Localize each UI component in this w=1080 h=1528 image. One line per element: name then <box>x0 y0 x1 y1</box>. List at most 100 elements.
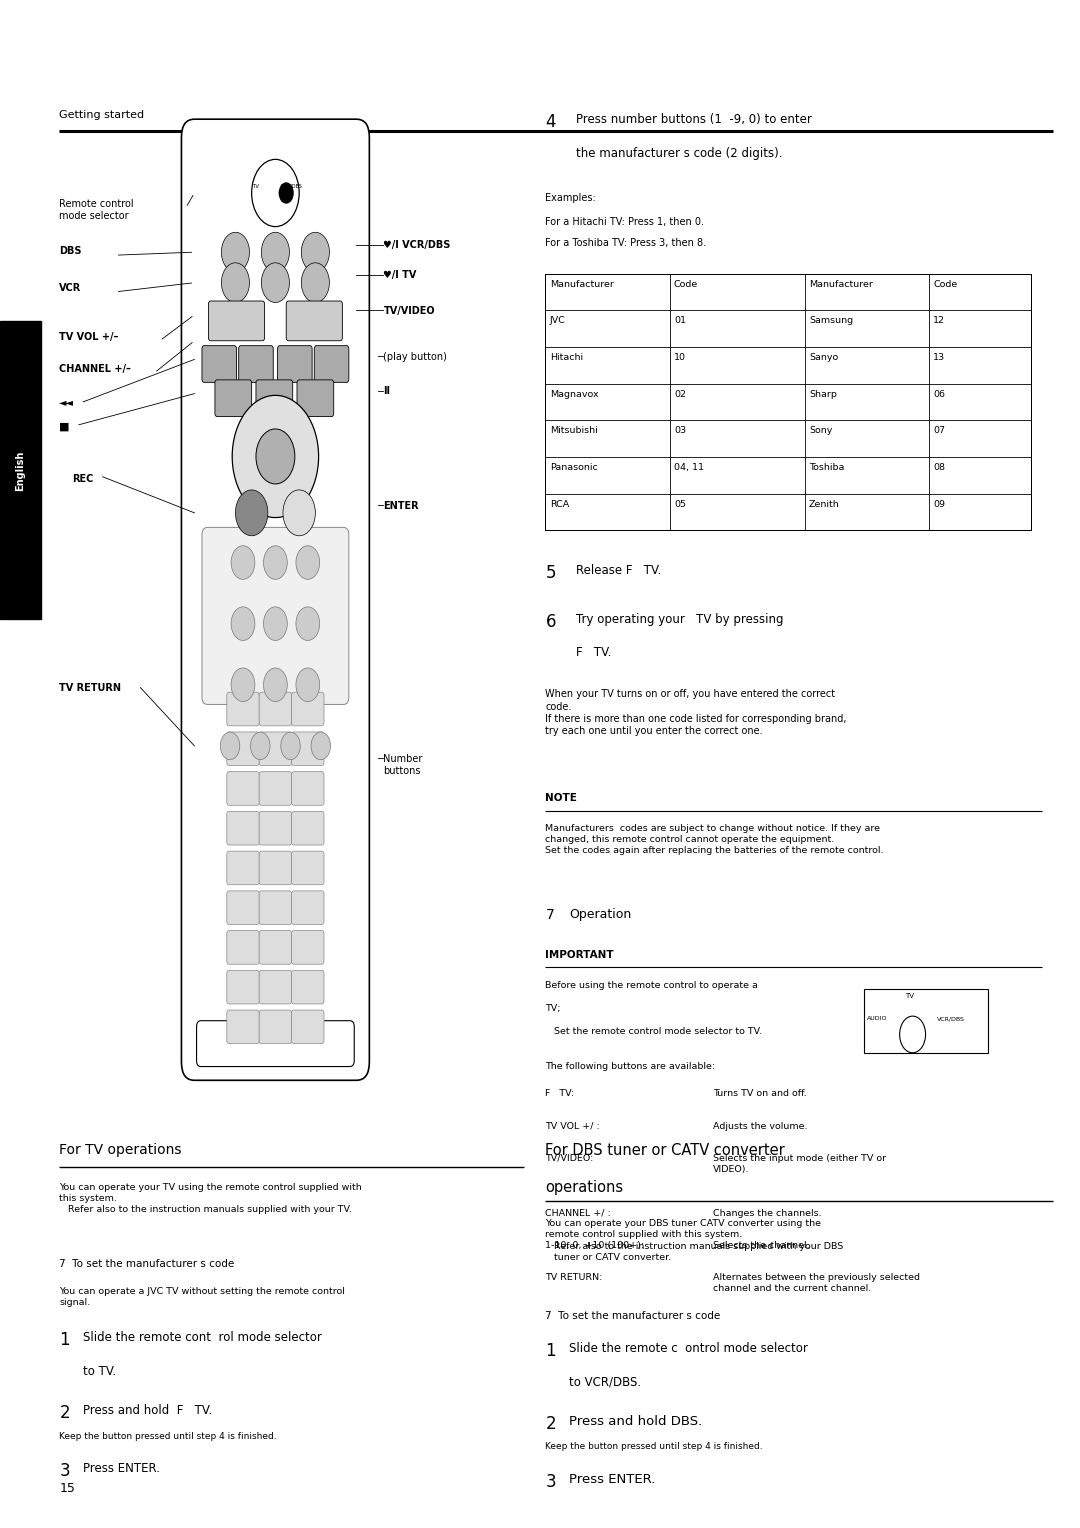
FancyBboxPatch shape <box>259 1010 292 1044</box>
Text: NOTE: NOTE <box>545 793 578 804</box>
Circle shape <box>261 263 289 303</box>
FancyBboxPatch shape <box>292 891 324 924</box>
Text: Manufacturers  codes are subject to change without notice. If they are
changed, : Manufacturers codes are subject to chang… <box>545 824 883 854</box>
Text: F   TV:: F TV: <box>545 1089 575 1099</box>
Text: Getting started: Getting started <box>59 110 145 121</box>
Circle shape <box>232 396 319 518</box>
Text: Press and hold  F   TV.: Press and hold F TV. <box>83 1404 213 1418</box>
Text: RCA: RCA <box>550 500 569 509</box>
Text: 04, 11: 04, 11 <box>674 463 704 472</box>
Text: Adjusts the volume.: Adjusts the volume. <box>713 1122 808 1131</box>
Text: 13: 13 <box>933 353 945 362</box>
Text: You can operate a JVC TV without setting the remote control
signal.: You can operate a JVC TV without setting… <box>59 1287 346 1306</box>
Text: TV VOL +/ :: TV VOL +/ : <box>545 1122 600 1131</box>
Text: Try operating your   TV by pressing: Try operating your TV by pressing <box>576 613 783 626</box>
Text: 7  To set the manufacturer s code: 7 To set the manufacturer s code <box>545 1311 720 1322</box>
Text: Keep the button pressed until step 4 is finished.: Keep the button pressed until step 4 is … <box>545 1442 764 1452</box>
Text: Press ENTER.: Press ENTER. <box>569 1473 656 1487</box>
Text: operations: operations <box>545 1180 623 1195</box>
Text: 1: 1 <box>545 1342 556 1360</box>
FancyBboxPatch shape <box>292 732 324 766</box>
FancyBboxPatch shape <box>181 119 369 1080</box>
FancyBboxPatch shape <box>256 380 293 417</box>
FancyBboxPatch shape <box>292 772 324 805</box>
Circle shape <box>220 732 240 759</box>
Text: TV/VIDEO: TV/VIDEO <box>383 306 435 316</box>
Text: (play button): (play button) <box>383 351 447 362</box>
Circle shape <box>235 490 268 536</box>
Text: Sharp: Sharp <box>809 390 837 399</box>
FancyBboxPatch shape <box>259 931 292 964</box>
FancyBboxPatch shape <box>208 301 265 341</box>
Text: TV/VIDEO:: TV/VIDEO: <box>545 1154 594 1163</box>
FancyBboxPatch shape <box>259 891 292 924</box>
Text: 1-10, 0, +10 (100+):: 1-10, 0, +10 (100+): <box>545 1241 645 1250</box>
Text: ENTER: ENTER <box>383 501 419 510</box>
Text: Set the remote control mode selector to TV.: Set the remote control mode selector to … <box>545 1027 762 1036</box>
Circle shape <box>311 732 330 759</box>
FancyBboxPatch shape <box>259 811 292 845</box>
Text: CHANNEL +/–: CHANNEL +/– <box>59 364 132 374</box>
FancyBboxPatch shape <box>215 380 252 417</box>
Text: Manufacturer: Manufacturer <box>809 280 873 289</box>
FancyBboxPatch shape <box>202 345 237 382</box>
FancyBboxPatch shape <box>227 692 259 726</box>
Bar <box>864 989 988 1053</box>
FancyBboxPatch shape <box>227 772 259 805</box>
Circle shape <box>264 607 287 640</box>
Text: Selects the channel.: Selects the channel. <box>713 1241 809 1250</box>
FancyBboxPatch shape <box>292 851 324 885</box>
Text: 10: 10 <box>674 353 686 362</box>
Text: ■: ■ <box>59 422 70 432</box>
Text: CHANNEL +/ :: CHANNEL +/ : <box>545 1209 611 1218</box>
Text: When your TV turns on or off, you have entered the correct
code.
If there is mor: When your TV turns on or off, you have e… <box>545 689 847 736</box>
FancyBboxPatch shape <box>292 931 324 964</box>
Circle shape <box>256 429 295 484</box>
Text: You can operate your TV using the remote control supplied with
this system.
   R: You can operate your TV using the remote… <box>59 1183 362 1213</box>
Text: to VCR/DBS.: to VCR/DBS. <box>569 1375 642 1389</box>
Text: 4: 4 <box>545 113 556 131</box>
Circle shape <box>231 545 255 579</box>
Circle shape <box>281 732 300 759</box>
Circle shape <box>264 668 287 701</box>
Circle shape <box>231 668 255 701</box>
Circle shape <box>301 232 329 272</box>
Text: Code: Code <box>674 280 698 289</box>
Text: Toshiba: Toshiba <box>809 463 845 472</box>
FancyBboxPatch shape <box>202 527 349 704</box>
Text: Samsung: Samsung <box>809 316 853 325</box>
Text: IMPORTANT: IMPORTANT <box>545 950 615 961</box>
Text: ♥/I TV: ♥/I TV <box>383 270 417 281</box>
Text: Turns TV on and off.: Turns TV on and off. <box>713 1089 807 1099</box>
Text: 03: 03 <box>674 426 686 435</box>
FancyBboxPatch shape <box>314 345 349 382</box>
Text: 7: 7 <box>545 908 554 921</box>
Text: Magnavox: Magnavox <box>550 390 598 399</box>
Text: TV: TV <box>905 993 914 999</box>
Text: DBS: DBS <box>59 246 82 257</box>
Text: 1: 1 <box>59 1331 70 1349</box>
Text: For a Toshiba TV: Press 3, then 8.: For a Toshiba TV: Press 3, then 8. <box>545 238 706 249</box>
Text: Operation: Operation <box>569 908 632 921</box>
Text: the manufacturer s code (2 digits).: the manufacturer s code (2 digits). <box>576 147 782 160</box>
Circle shape <box>261 232 289 272</box>
FancyBboxPatch shape <box>0 321 41 619</box>
Circle shape <box>296 668 320 701</box>
Circle shape <box>296 545 320 579</box>
Text: 06: 06 <box>933 390 945 399</box>
FancyBboxPatch shape <box>292 970 324 1004</box>
Text: 01: 01 <box>674 316 686 325</box>
Text: Slide the remote cont  rol mode selector: Slide the remote cont rol mode selector <box>83 1331 322 1345</box>
Text: Selects the input mode (either TV or
VIDEO).: Selects the input mode (either TV or VID… <box>713 1154 886 1174</box>
Text: ♥/I VCR/DBS: ♥/I VCR/DBS <box>383 240 450 251</box>
Text: 2: 2 <box>545 1415 556 1433</box>
Text: Panasonic: Panasonic <box>550 463 597 472</box>
FancyBboxPatch shape <box>227 891 259 924</box>
Text: The following buttons are available:: The following buttons are available: <box>545 1062 716 1071</box>
Circle shape <box>279 182 294 203</box>
Text: TV: TV <box>253 183 259 189</box>
FancyBboxPatch shape <box>227 851 259 885</box>
Text: 6: 6 <box>545 613 556 631</box>
Text: For TV operations: For TV operations <box>59 1143 181 1157</box>
Text: TV VOL +/–: TV VOL +/– <box>59 332 119 342</box>
